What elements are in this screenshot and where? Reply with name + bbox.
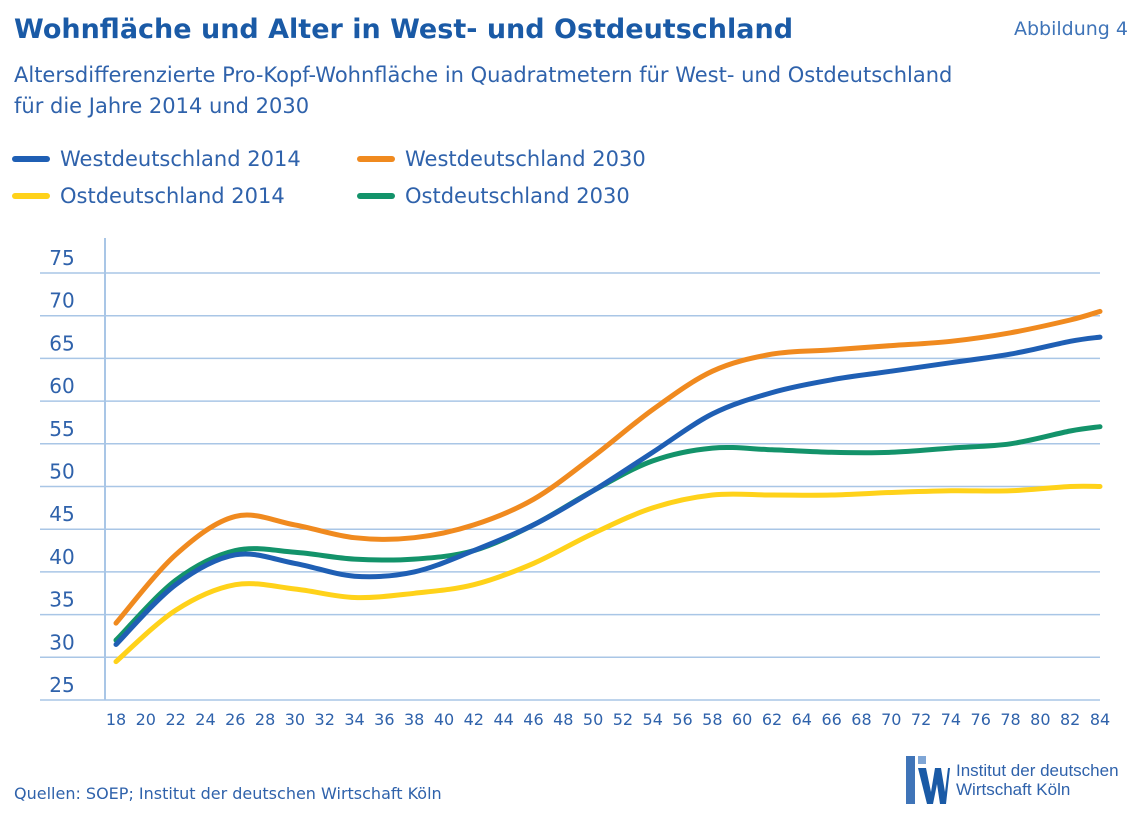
- y-tick-label: 50: [49, 460, 74, 484]
- legend-swatch: [357, 156, 395, 162]
- x-tick-label: 82: [1060, 710, 1080, 729]
- x-tick-label: 52: [613, 710, 633, 729]
- x-tick-label: 26: [225, 710, 245, 729]
- y-tick-label: 75: [49, 246, 74, 270]
- logo-text-line-2: Wirtschaft Köln: [956, 780, 1071, 799]
- x-tick-label: 30: [285, 710, 305, 729]
- legend-label: Ostdeutschland 2030: [405, 184, 630, 208]
- legend-swatch: [12, 193, 50, 199]
- x-tick-label: 66: [821, 710, 841, 729]
- y-tick-label: 25: [49, 673, 74, 697]
- y-tick-label: 65: [49, 331, 74, 355]
- chart-title: Wohnfläche und Alter in West- und Ostdeu…: [14, 14, 794, 45]
- x-tick-label: 18: [106, 710, 126, 729]
- logo-text-line-1: Institut der deutschen: [956, 761, 1119, 780]
- y-tick-label: 45: [49, 502, 74, 526]
- y-tick-label: 60: [49, 374, 74, 398]
- x-tick-label: 20: [136, 710, 156, 729]
- x-tick-label: 68: [851, 710, 871, 729]
- y-tick-label: 35: [49, 588, 74, 612]
- figure-label: Abbildung 4: [1013, 18, 1128, 40]
- x-tick-label: 38: [404, 710, 424, 729]
- x-tick-label: 50: [583, 710, 603, 729]
- x-tick-label: 84: [1090, 710, 1110, 729]
- x-tick-label: 34: [344, 710, 364, 729]
- subtitle-line-1: Altersdifferenzierte Pro-Kopf-Wohnfläche…: [14, 63, 953, 87]
- subtitle-line-2: für die Jahre 2014 und 2030: [14, 94, 310, 118]
- source-note: Quellen: SOEP; Institut der deutschen Wi…: [14, 784, 442, 803]
- x-tick-label: 36: [374, 710, 394, 729]
- x-tick-label: 62: [762, 710, 782, 729]
- legend-swatch: [357, 193, 395, 199]
- series-line-westdeutschland-2030: [113, 308, 1103, 626]
- x-tick-label: 74: [941, 710, 961, 729]
- legend-item: Ostdeutschland 2030: [357, 184, 630, 208]
- y-tick-label: 30: [49, 630, 74, 654]
- x-tick-label: 46: [523, 710, 543, 729]
- y-tick-label: 40: [49, 545, 74, 569]
- legend-label: Ostdeutschland 2014: [60, 184, 285, 208]
- legend-item: Westdeutschland 2014: [12, 147, 301, 171]
- legend-swatch: [12, 156, 50, 162]
- iw-logo: Institut der deutschen Wirtschaft Köln: [904, 752, 1119, 808]
- legend-label: Westdeutschland 2030: [405, 147, 646, 171]
- x-tick-label: 24: [195, 710, 215, 729]
- x-tick-label: 70: [881, 710, 901, 729]
- series-line-westdeutschland-2014: [113, 334, 1103, 647]
- y-tick-label: 55: [49, 417, 74, 441]
- x-tick-label: 22: [165, 710, 185, 729]
- x-tick-label: 28: [255, 710, 275, 729]
- x-tick-label: 42: [464, 710, 484, 729]
- x-tick-label: 80: [1030, 710, 1050, 729]
- x-tick-label: 76: [971, 710, 991, 729]
- x-tick-label: 40: [434, 710, 454, 729]
- legend-item: Westdeutschland 2030: [357, 147, 646, 171]
- x-tick-label: 58: [702, 710, 722, 729]
- chart-subtitle: Altersdifferenzierte Pro-Kopf-Wohnfläche…: [14, 60, 1094, 122]
- x-tick-label: 56: [672, 710, 692, 729]
- line-chart: 25 30 35 40 45 50 55 60 65 70 75 18 20 22 24 26 28 30 32 34…: [40, 238, 1110, 729]
- x-tick-label: 72: [911, 710, 931, 729]
- legend-label: Westdeutschland 2014: [60, 147, 301, 171]
- legend-item: Ostdeutschland 2014: [12, 184, 285, 208]
- iw-logo-icon: [906, 756, 950, 804]
- x-tick-label: 78: [1000, 710, 1020, 729]
- x-tick-label: 60: [732, 710, 752, 729]
- series-line-ostdeutschland-2014: [113, 483, 1103, 665]
- x-tick-label: 44: [493, 710, 513, 729]
- x-tick-label: 54: [643, 710, 663, 729]
- x-tick-label: 32: [315, 710, 335, 729]
- series-line-ostdeutschland-2030: [113, 424, 1103, 643]
- x-tick-label: 64: [792, 710, 812, 729]
- x-tick-label: 48: [553, 710, 573, 729]
- y-tick-label: 70: [49, 289, 74, 313]
